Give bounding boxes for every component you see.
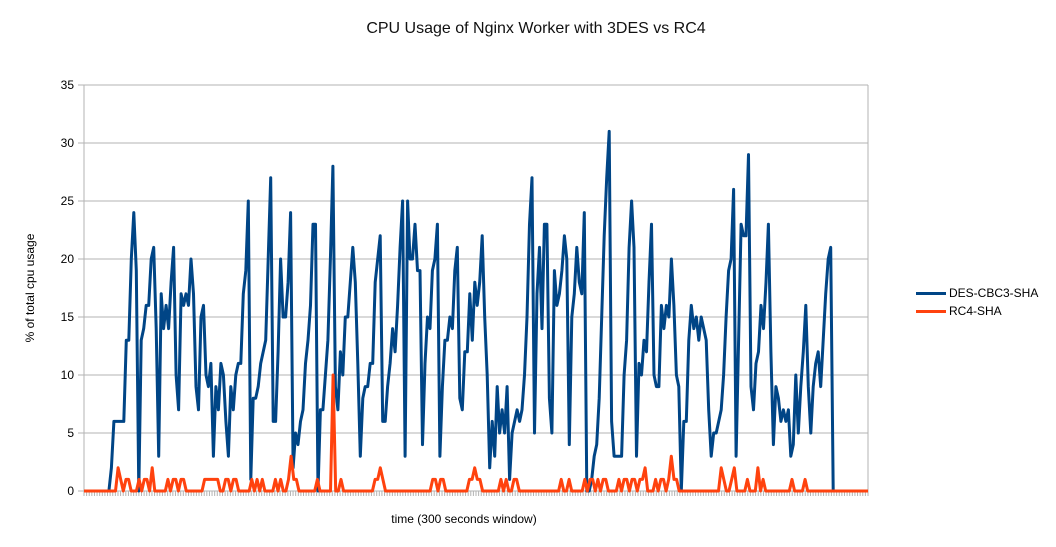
svg-text:10: 10 — [61, 368, 75, 382]
y-axis-ticks: 0 5 10 15 20 25 30 35 — [61, 78, 75, 498]
svg-text:20: 20 — [61, 252, 75, 266]
svg-text:30: 30 — [61, 136, 75, 150]
legend-item-rc4-sha: RC4-SHA — [916, 302, 1038, 320]
legend-swatch-icon — [916, 291, 946, 295]
legend-label: DES-CBC3-SHA — [949, 286, 1039, 300]
legend-item-des-cbc3-sha: DES-CBC3-SHA — [916, 284, 1038, 302]
series-line-des-cbc3-sha — [84, 129, 868, 493]
legend-swatch-icon — [916, 309, 946, 313]
svg-text:0: 0 — [67, 484, 74, 498]
svg-text:35: 35 — [61, 78, 75, 92]
x-axis-label: time (300 seconds window) — [391, 512, 537, 526]
legend-label: RC4-SHA — [949, 304, 1002, 318]
series-line-rc4-sha — [84, 373, 868, 493]
svg-text:25: 25 — [61, 194, 75, 208]
svg-text:15: 15 — [61, 310, 75, 324]
chart-title: CPU Usage of Nginx Worker with 3DES vs R… — [366, 20, 706, 37]
legend: DES-CBC3-SHA RC4-SHA — [916, 284, 1038, 320]
svg-text:5: 5 — [67, 426, 74, 440]
